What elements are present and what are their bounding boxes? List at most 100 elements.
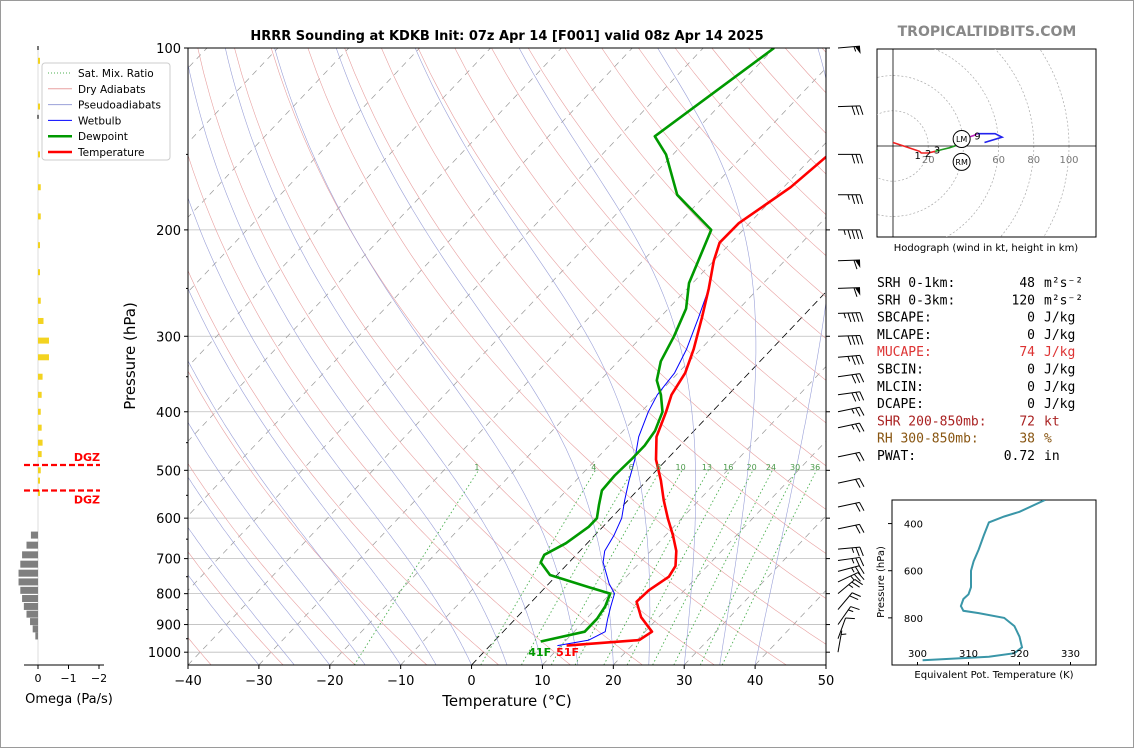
- stat-unit: J/kg: [1044, 328, 1075, 343]
- temperature-tick-label: 50: [818, 674, 835, 689]
- legend-label: Temperature: [77, 147, 145, 159]
- omega-bar-downward: [20, 560, 38, 568]
- wind-barb: [837, 335, 864, 346]
- barb-flag: [855, 194, 860, 204]
- wind-barb: [837, 501, 865, 512]
- dry-adiabat-line: [307, 48, 826, 645]
- barb-flag: [859, 391, 865, 401]
- dry-adiabat-line: [270, 48, 787, 665]
- stat-unit: m²s⁻²: [1044, 276, 1083, 291]
- wind-barb: [838, 229, 864, 240]
- barb-staff: [837, 45, 860, 49]
- omega-bar-downward: [26, 610, 38, 618]
- omega-bar-upward: [38, 477, 40, 484]
- barb-flag: [855, 335, 860, 345]
- omega-bar-downward: [32, 625, 38, 633]
- mixing-ratio-line: [721, 470, 817, 665]
- barb-flag: [853, 573, 861, 582]
- temperature-tick-label: −20: [316, 674, 343, 689]
- dry-adiabat-line: [188, 154, 571, 665]
- stat-unit: kt: [1044, 414, 1060, 429]
- wind-barb: [837, 523, 865, 534]
- wind-barb: [837, 451, 865, 462]
- barb-staff: [837, 312, 861, 314]
- omega-bar-downward: [18, 578, 38, 586]
- left-mover-marker: [952, 129, 971, 148]
- mixing-ratio-line: [550, 470, 661, 665]
- mixing-ratio-line: [699, 470, 797, 665]
- omega-bar-downward: [22, 551, 38, 559]
- barb-flag: [859, 335, 864, 345]
- omega-bar-upward: [38, 57, 40, 64]
- wind-barb: [837, 105, 864, 116]
- barb-flag: [859, 478, 865, 488]
- omega-bar-downward: [18, 569, 38, 577]
- skewt-plot-frame: [187, 47, 827, 666]
- hodograph-ring-label: 80: [1027, 155, 1040, 166]
- wind-barb: [837, 312, 864, 323]
- omega-x-axis-label: Omega (Pa/s): [25, 692, 113, 707]
- stat-unit: J/kg: [1044, 345, 1075, 360]
- barb-half-flag: [847, 356, 851, 362]
- wind-barb: [837, 259, 861, 270]
- hodograph-caption: Hodograph (wind in kt, height in km): [894, 243, 1079, 254]
- mixing-ratio-label: 4: [591, 463, 596, 472]
- wind-barb: [837, 45, 861, 55]
- omega-bar-upward: [38, 317, 44, 324]
- stat-label: MLCIN:: [877, 380, 924, 395]
- omega-bar-downward: [35, 632, 38, 640]
- omega-bar-upward: [38, 451, 42, 458]
- barb-flag: [849, 595, 859, 601]
- barb-flag: [851, 392, 857, 402]
- barb-flag: [845, 617, 855, 620]
- barb-flag: [859, 422, 865, 432]
- barb-staff: [837, 259, 861, 262]
- omega-bar-upward: [38, 424, 42, 431]
- hodograph-height-label: 1: [914, 151, 920, 162]
- legend-label: Wetbulb: [78, 115, 122, 127]
- legend-label: Pseudoadiabats: [78, 100, 161, 112]
- hodograph-ring-label: 20: [922, 155, 935, 166]
- barb-flag: [854, 566, 861, 576]
- barb-half-flag: [848, 609, 854, 613]
- stat-label: SHR 200-850mb:: [877, 414, 987, 429]
- barb-flag: [859, 547, 864, 557]
- barb-half-flag: [843, 229, 846, 236]
- barb-flag: [855, 423, 861, 433]
- pseudoadiabat-line: [188, 360, 401, 665]
- temperature-tick-label: 30: [676, 674, 693, 689]
- stat-value: 0: [1027, 397, 1035, 412]
- barb-half-flag: [851, 408, 855, 414]
- omega-bar-upward: [38, 337, 49, 344]
- barb-flag: [851, 335, 856, 345]
- pressure-tick-label: 500: [156, 464, 181, 479]
- mixing-ratio-line: [521, 470, 634, 665]
- pressure-tick-label: 400: [156, 406, 181, 421]
- thermo-background-lines: [188, 48, 826, 665]
- barb-flag: [855, 154, 860, 164]
- omega-top-tick: [37, 114, 39, 119]
- mixing-ratio-line: [673, 470, 773, 665]
- wind-barb: [837, 606, 860, 625]
- temperature-tick-label: 10: [534, 674, 551, 689]
- temperature-tick-label: 20: [605, 674, 622, 689]
- barb-half-flag: [848, 584, 854, 588]
- barb-flag: [859, 312, 864, 322]
- dgz-label: DGZ: [74, 451, 100, 464]
- mixing-ratio-label: 1: [474, 463, 479, 472]
- barb-flag: [851, 592, 861, 597]
- stat-label: MUCAPE:: [877, 345, 932, 360]
- barb-flag: [859, 524, 865, 533]
- barb-flag: [855, 524, 861, 534]
- barb-flag: [847, 229, 852, 240]
- hodograph-ring-label: 60: [992, 155, 1005, 166]
- hodograph-trace: [977, 132, 1005, 144]
- barb-flag: [855, 452, 861, 462]
- barb-flag: [859, 373, 865, 383]
- barb-flag: [854, 579, 863, 586]
- omega-bar-upward: [38, 151, 40, 158]
- barb-flag: [853, 260, 858, 270]
- legend-label: Dry Adiabats: [78, 84, 146, 96]
- isotherm-line: [258, 67, 826, 665]
- dgz-label: DGZ: [74, 494, 100, 507]
